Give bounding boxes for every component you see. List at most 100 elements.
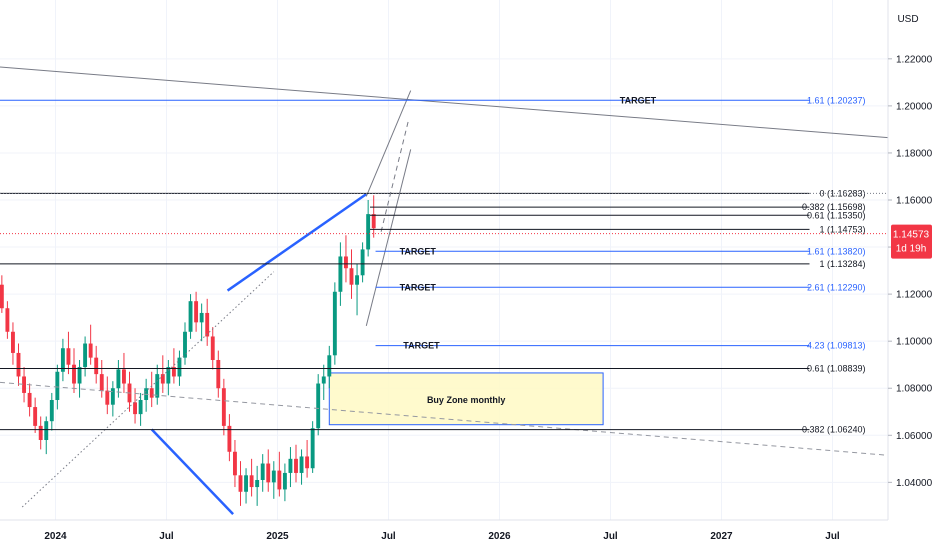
candle-body [344, 256, 348, 269]
currency-label[interactable]: USD [897, 14, 918, 25]
target-label: TARGET [400, 246, 437, 256]
candle-body [11, 331, 15, 353]
fib-level-label: 1 (1.14753) [819, 224, 865, 234]
candle-body [233, 451, 237, 476]
time-tick-label: Jul [825, 531, 840, 542]
candle-body [310, 428, 315, 469]
trendline[interactable] [365, 149, 412, 327]
candle-body [88, 343, 93, 358]
trendline[interactable] [365, 90, 412, 197]
candle-body [94, 357, 99, 375]
candle-body [16, 352, 21, 377]
candle-body [360, 249, 365, 276]
candle-body [249, 475, 254, 488]
candle-body [294, 458, 298, 473]
candle-body [238, 475, 243, 492]
price-tick-label: 1.08000 [896, 384, 932, 395]
price-tick-label: 1.06000 [896, 431, 932, 442]
price-tick-label: 1.12000 [896, 290, 932, 301]
fib-level-label: 0.382 (1.15698) [802, 202, 866, 212]
candle-body [105, 390, 110, 405]
candle-body [99, 374, 104, 391]
trendline[interactable] [226, 193, 368, 292]
candle-body [44, 421, 49, 440]
price-tick-label: 1.20000 [896, 101, 932, 112]
time-tick-label: 2026 [488, 531, 511, 542]
time-axis[interactable]: 2024 Jul 2025 Jul 2026 Jul 2027 Jul [44, 531, 840, 542]
candle-body [66, 348, 71, 365]
candle-body [171, 367, 176, 377]
candle-body [5, 308, 10, 332]
price-axis[interactable]: 1.220001.200001.180001.160001.140001.120… [888, 54, 932, 489]
time-tick-label: 2025 [266, 531, 289, 542]
candle-body [321, 376, 326, 384]
trendline[interactable] [380, 118, 410, 232]
fib-level-label: 2.61 (1.12290) [807, 282, 866, 292]
candle-body [305, 456, 310, 469]
candle-body [55, 371, 60, 400]
candle-body [260, 463, 265, 480]
buy-zone-label: Buy Zone monthly [427, 395, 506, 405]
candle-body [255, 480, 260, 488]
candle-body [22, 376, 26, 393]
candle-body [155, 374, 160, 398]
candle-body [332, 291, 337, 356]
candle-body [138, 400, 143, 415]
trendline[interactable] [21, 271, 275, 508]
fib-level-label: 0.382 (1.06240) [802, 425, 866, 435]
candle-body [116, 369, 121, 389]
trendline[interactable] [0, 66, 889, 139]
candle-body [149, 388, 154, 398]
candle-body [349, 268, 354, 285]
candle-body [327, 355, 332, 377]
candle-body [205, 312, 210, 337]
candle-body [194, 301, 199, 323]
trendlines[interactable] [0, 66, 889, 515]
candle-body [371, 214, 376, 229]
candle-body [227, 425, 232, 452]
time-tick-label: 2024 [44, 531, 67, 542]
buy-zone-box[interactable] [328, 372, 604, 426]
candle-body [338, 256, 343, 292]
trendline[interactable] [150, 428, 235, 515]
fib-levels[interactable]: 1.61 (1.20237) TARGET 0 (1.16283) 0.382 (1.… [0, 95, 866, 435]
current-price-badge-bg [891, 224, 932, 259]
candle-body [188, 301, 193, 332]
candle-body [83, 343, 88, 368]
candle-body [316, 383, 321, 429]
fib-level-label: 0.61 (1.15350) [807, 210, 866, 220]
trendline[interactable] [0, 381, 889, 456]
fib-level-label: 1 (1.13284) [819, 259, 865, 269]
candle-body [77, 367, 82, 384]
candle-body [366, 214, 371, 250]
candle-body [49, 400, 54, 422]
price-tick-label: 1.10000 [896, 337, 932, 348]
candle-body [110, 388, 115, 405]
candle-body [160, 374, 165, 384]
candle-body [0, 284, 4, 309]
target-label: TARGET [400, 282, 437, 292]
candle-body [199, 312, 204, 323]
candle-body [210, 336, 215, 360]
candle-body [299, 456, 304, 473]
candle-body [221, 388, 226, 426]
candle-body [122, 369, 126, 384]
candle-body [72, 364, 76, 384]
time-tick-label: Jul [159, 531, 174, 542]
fib-level-label: 0.61 (1.08839) [807, 363, 866, 373]
bar-countdown: 1d 19h [896, 244, 927, 255]
target-label: TARGET [620, 95, 657, 105]
candle-body [38, 425, 43, 440]
time-tick-label: Jul [603, 531, 618, 542]
fib-level-label: 4.23 (1.09813) [807, 341, 866, 351]
fib-level-label: 1.61 (1.13820) [807, 246, 866, 256]
candle-body [282, 472, 287, 490]
candle-body [216, 360, 221, 389]
price-tick-label: 1.16000 [896, 196, 932, 207]
gridlines [0, 0, 888, 520]
target-label: TARGET [403, 341, 440, 351]
current-price-badge[interactable]: 1.14573 1d 19h [891, 224, 932, 259]
candle-body [33, 407, 38, 426]
fib-level-label: 1.61 (1.20237) [807, 95, 866, 105]
